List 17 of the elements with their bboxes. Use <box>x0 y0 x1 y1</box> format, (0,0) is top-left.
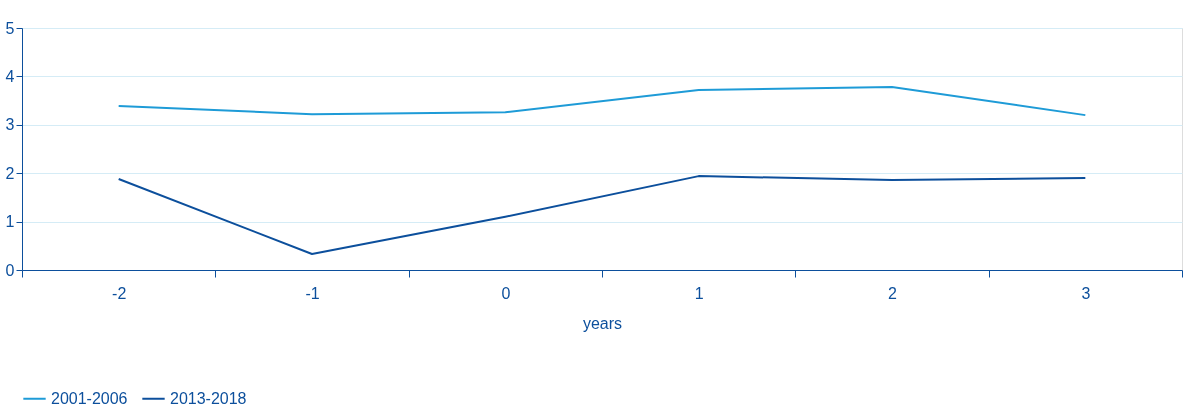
x-tick-label: 0 <box>501 284 511 302</box>
x-axis-title: years <box>582 314 623 332</box>
y-tick-label: 4 <box>5 67 15 85</box>
y-tick-label: 3 <box>5 116 15 134</box>
x-tick-label: 3 <box>1081 284 1091 302</box>
y-tick-label: 1 <box>5 213 15 231</box>
x-tick-label: 1 <box>694 284 704 302</box>
x-tick-label: 2 <box>888 284 898 302</box>
legend-label: 2013-2018 <box>170 389 247 407</box>
x-tick-label: -2 <box>112 284 127 302</box>
y-tick-label: 0 <box>5 261 15 279</box>
y-tick-label: 5 <box>5 19 15 37</box>
line-series <box>117 175 1087 256</box>
x-tick-label: -1 <box>305 284 320 302</box>
legend-label: 2001-2006 <box>51 389 128 407</box>
y-tick-label: 2 <box>5 164 15 182</box>
line-series <box>117 86 1087 117</box>
